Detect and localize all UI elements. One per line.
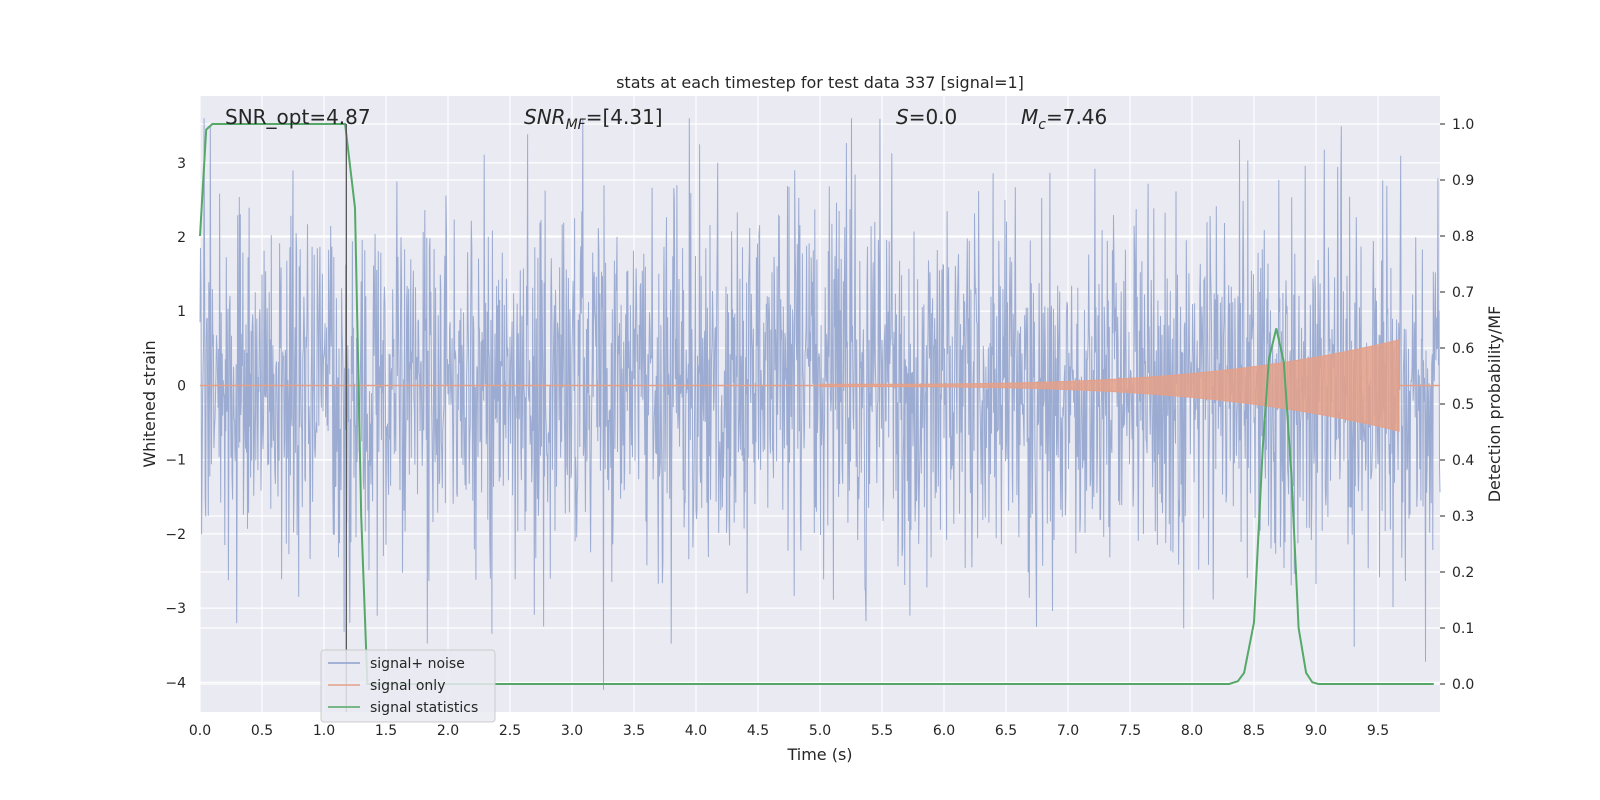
x-tick-label: 0.0 (189, 723, 211, 739)
x-axis-label: Time (s) (786, 745, 852, 764)
y2-tick-label: 0.6 (1452, 341, 1474, 357)
y2-axis-ticks: 1.0 0.9 0.8 0.7 0.6 0.5 0.4 0.3 0.2 0.1 0.0 (1440, 117, 1474, 693)
y-tick-label: 0 (177, 378, 186, 394)
y2-tick-label: 0.0 (1452, 677, 1474, 693)
x-tick-label: 6.5 (995, 723, 1017, 739)
x-tick-label: 9.0 (1305, 723, 1327, 739)
chart-title: stats at each timestep for test data 337… (616, 73, 1024, 92)
annotation-mc: Mc=7.46 (1021, 105, 1107, 133)
x-tick-label: 5.0 (809, 723, 831, 739)
y2-tick-label: 0.2 (1452, 565, 1474, 581)
x-tick-label: 5.5 (871, 723, 893, 739)
y-axis-ticks: 3 2 1 0 −1 −2 −3 −4 (165, 156, 186, 692)
y2-tick-label: 0.3 (1452, 509, 1474, 525)
x-tick-label: 2.0 (437, 723, 459, 739)
signal-plus-noise-line (199, 118, 1441, 690)
y2-tick-label: 0.1 (1452, 621, 1474, 637)
y2-axis-label: Detection probability/MF (1485, 306, 1504, 503)
x-tick-label: 1.0 (313, 723, 335, 739)
x-tick-label: 8.5 (1243, 723, 1265, 739)
x-tick-label: 0.5 (251, 723, 273, 739)
y-tick-label: −4 (165, 675, 186, 691)
y-axis-label: Whitened strain (140, 340, 159, 467)
y2-tick-label: 0.7 (1452, 285, 1474, 301)
legend-label-signal-statistics: signal statistics (370, 700, 478, 716)
y-tick-label: −1 (165, 453, 186, 469)
x-tick-label: 2.5 (499, 723, 521, 739)
series-signal-only (200, 339, 1440, 432)
y2-tick-label: 0.4 (1452, 453, 1474, 469)
annotation-s: S=0.0 (896, 105, 957, 129)
x-tick-label: 8.0 (1181, 723, 1203, 739)
y-tick-label: −3 (165, 601, 186, 617)
annotation-snr-opt: SNR_opt=4.87 (225, 105, 371, 129)
signal-only-chirp (819, 339, 1400, 432)
x-tick-label: 1.5 (375, 723, 397, 739)
x-axis-ticks: 0.0 0.5 1.0 1.5 2.0 2.5 3.0 3.5 4.0 4.5 5.0 5.5 6.0 6… (189, 723, 1389, 739)
x-tick-label: 7.0 (1057, 723, 1079, 739)
x-tick-label: 9.5 (1367, 723, 1389, 739)
x-tick-label: 4.5 (747, 723, 769, 739)
series-signal-plus-noise (199, 118, 1441, 690)
series-signal-statistics (199, 123, 1434, 685)
x-tick-label: 6.0 (933, 723, 955, 739)
annotation-snr-mf: SNRMF=[4.31] (524, 105, 663, 133)
x-tick-label: 3.0 (561, 723, 583, 739)
legend-box (320, 649, 496, 723)
legend-label-signal-plus-noise: signal+ noise (370, 656, 465, 672)
y2-tick-label: 0.5 (1452, 397, 1474, 413)
y-tick-label: 3 (177, 156, 186, 172)
y2-tick-label: 0.8 (1452, 229, 1474, 245)
y-tick-label: 1 (177, 304, 186, 320)
x-tick-label: 4.0 (685, 723, 707, 739)
y-tick-label: −2 (165, 527, 186, 543)
legend-label-signal-only: signal only (370, 678, 445, 694)
x-tick-label: 3.5 (623, 723, 645, 739)
signal-statistics-line (199, 123, 1434, 685)
legend: signal+ noise signal only signal statist… (320, 649, 496, 723)
y2-tick-label: 0.9 (1452, 173, 1474, 189)
y2-tick-label: 1.0 (1452, 117, 1474, 133)
y-tick-label: 2 (177, 230, 186, 246)
x-tick-label: 7.5 (1119, 723, 1141, 739)
